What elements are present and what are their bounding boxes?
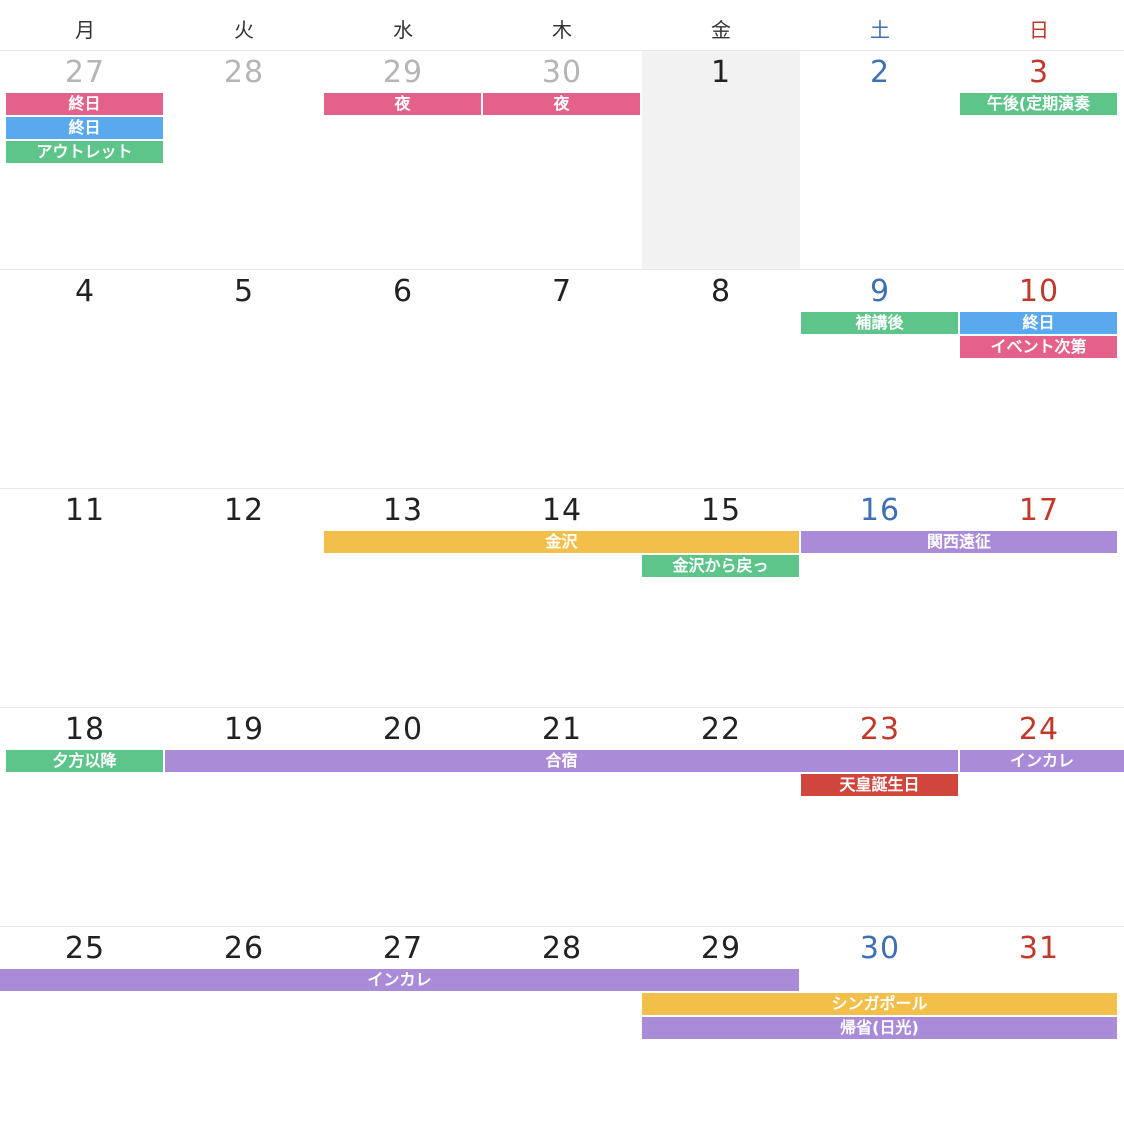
day-cell[interactable]: 7 bbox=[551, 274, 573, 309]
day-cell-holiday[interactable]: 23 bbox=[859, 712, 901, 747]
event-bar[interactable]: 補講後 bbox=[801, 312, 958, 334]
day-cell[interactable]: 17 bbox=[1018, 493, 1060, 528]
week-divider bbox=[0, 50, 1124, 51]
weekday-fri: 金 bbox=[711, 18, 731, 42]
day-cell[interactable]: 30 bbox=[859, 931, 901, 966]
day-cell[interactable]: 20 bbox=[382, 712, 424, 747]
week-divider bbox=[0, 488, 1124, 489]
event-bar[interactable]: 夜 bbox=[324, 93, 481, 115]
weekday-thu: 木 bbox=[552, 18, 572, 42]
event-bar[interactable]: 金沢 bbox=[324, 531, 799, 553]
weekday-wed: 水 bbox=[393, 18, 413, 42]
day-cell[interactable]: 14 bbox=[541, 493, 583, 528]
day-cell[interactable]: 18 bbox=[64, 712, 106, 747]
day-cell[interactable]: 30 bbox=[541, 55, 583, 90]
day-cell[interactable]: 16 bbox=[859, 493, 901, 528]
day-cell[interactable]: 19 bbox=[223, 712, 265, 747]
weekday-sun: 日 bbox=[1029, 18, 1049, 42]
day-cell[interactable]: 9 bbox=[869, 274, 891, 309]
weekday-mon: 月 bbox=[75, 18, 95, 42]
day-cell[interactable]: 22 bbox=[700, 712, 742, 747]
event-bar[interactable]: 天皇誕生日 bbox=[801, 774, 958, 796]
day-cell[interactable]: 13 bbox=[382, 493, 424, 528]
day-cell[interactable]: 25 bbox=[64, 931, 106, 966]
event-bar[interactable]: インカレ bbox=[0, 969, 799, 991]
day-cell[interactable]: 24 bbox=[1018, 712, 1060, 747]
event-bar[interactable]: 金沢から戻っ bbox=[642, 555, 799, 577]
today-highlight bbox=[642, 51, 800, 269]
event-bar[interactable]: 午後(定期演奏 bbox=[960, 93, 1117, 115]
event-bar[interactable]: 合宿 bbox=[165, 750, 958, 772]
day-cell[interactable]: 15 bbox=[700, 493, 742, 528]
event-bar[interactable]: 終日 bbox=[960, 312, 1117, 334]
day-cell[interactable]: 21 bbox=[541, 712, 583, 747]
weekday-sat: 土 bbox=[870, 18, 890, 42]
day-cell[interactable]: 2 bbox=[869, 55, 891, 90]
day-cell[interactable]: 29 bbox=[700, 931, 742, 966]
day-cell[interactable]: 12 bbox=[223, 493, 265, 528]
week-divider bbox=[0, 269, 1124, 270]
day-cell[interactable]: 11 bbox=[64, 493, 106, 528]
day-cell-today[interactable]: 1 bbox=[710, 55, 732, 90]
event-bar[interactable]: 夕方以降 bbox=[6, 750, 163, 772]
day-cell[interactable]: 6 bbox=[392, 274, 414, 309]
day-cell[interactable]: 27 bbox=[382, 931, 424, 966]
event-bar[interactable]: アウトレット bbox=[6, 141, 163, 163]
event-bar[interactable]: 終日 bbox=[6, 117, 163, 139]
day-cell[interactable]: 4 bbox=[74, 274, 96, 309]
day-cell[interactable]: 26 bbox=[223, 931, 265, 966]
day-cell[interactable]: 29 bbox=[382, 55, 424, 90]
day-cell[interactable]: 28 bbox=[541, 931, 583, 966]
event-bar[interactable]: シンガポール bbox=[642, 993, 1117, 1015]
day-cell[interactable]: 28 bbox=[223, 55, 265, 90]
day-cell[interactable]: 27 bbox=[64, 55, 106, 90]
day-cell[interactable]: 8 bbox=[710, 274, 732, 309]
event-bar[interactable]: インカレ bbox=[960, 750, 1124, 772]
day-cell[interactable]: 5 bbox=[233, 274, 255, 309]
weekday-tue: 火 bbox=[234, 18, 254, 42]
week-divider bbox=[0, 707, 1124, 708]
event-bar[interactable]: 関西遠征 bbox=[801, 531, 1117, 553]
day-cell[interactable]: 10 bbox=[1018, 274, 1060, 309]
event-bar[interactable]: イベント次第 bbox=[960, 336, 1117, 358]
event-bar[interactable]: 夜 bbox=[483, 93, 640, 115]
day-cell[interactable]: 3 bbox=[1028, 55, 1050, 90]
event-bar[interactable]: 終日 bbox=[6, 93, 163, 115]
weekday-header: 月 火 水 木 金 土 日 bbox=[0, 0, 1124, 50]
week-divider bbox=[0, 926, 1124, 927]
event-bar[interactable]: 帰省(日光) bbox=[642, 1017, 1117, 1039]
day-cell[interactable]: 31 bbox=[1018, 931, 1060, 966]
